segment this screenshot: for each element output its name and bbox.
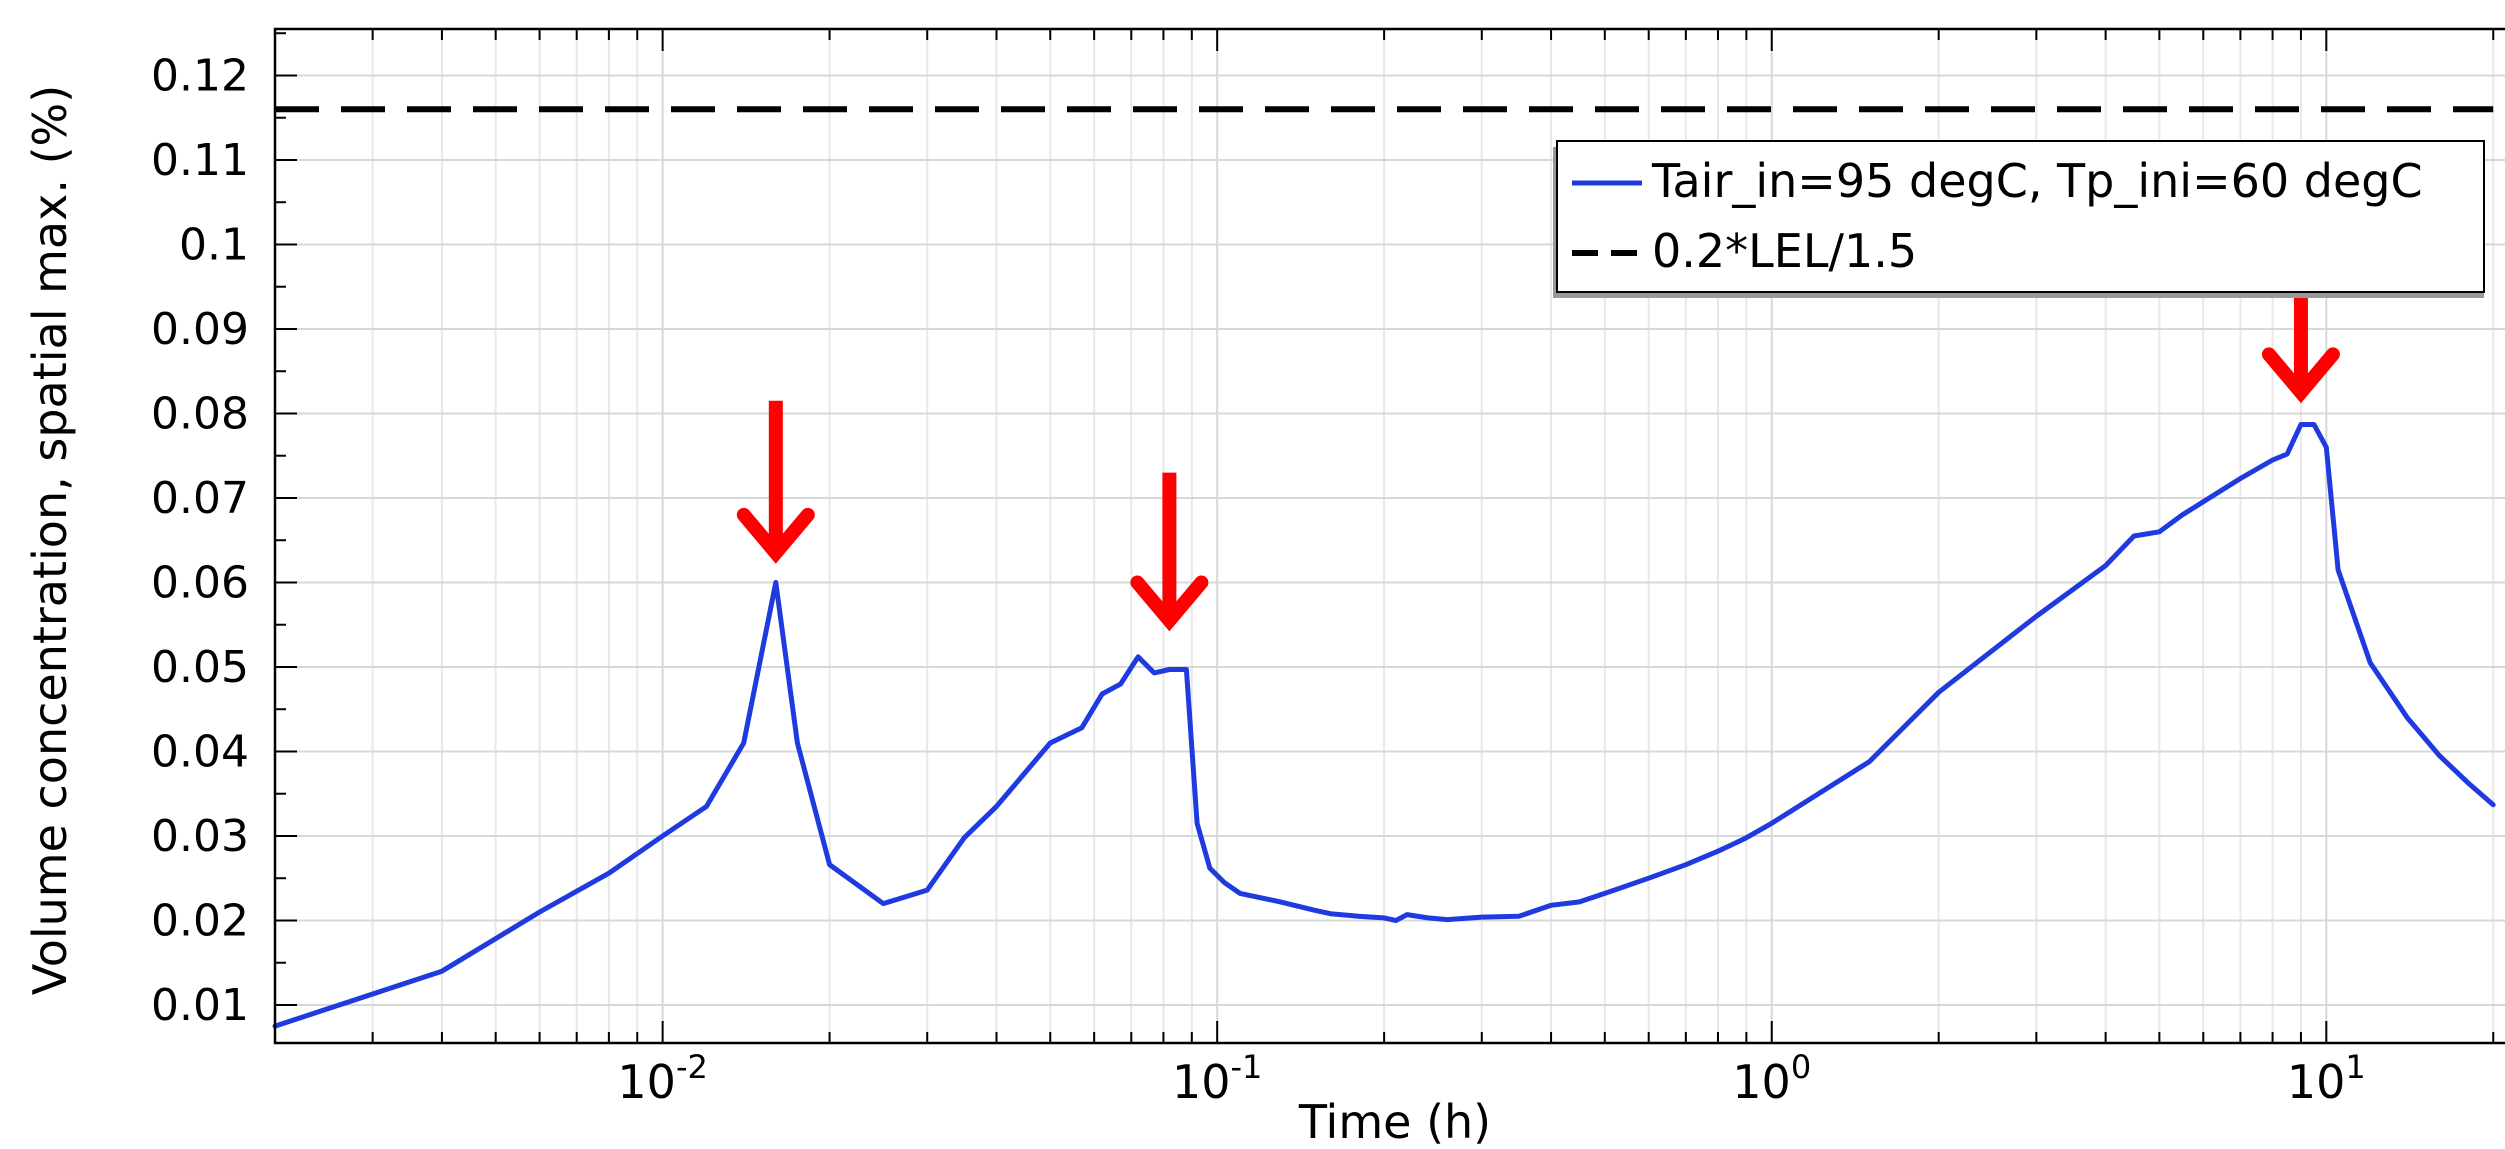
y-tick-label: 0.01 bbox=[151, 980, 249, 1031]
legend-label-series-2: 0.2*LEL/1.5 bbox=[1652, 224, 1917, 278]
y-tick-label: 0.1 bbox=[179, 219, 249, 270]
x-tick-label: 101 bbox=[2287, 1048, 2366, 1109]
y-tick-label: 0.08 bbox=[151, 388, 249, 439]
x-tick-label-exponent: -2 bbox=[676, 1048, 708, 1086]
arrow-head bbox=[1130, 575, 1209, 632]
grid-minor bbox=[274, 29, 2495, 1043]
series-layer bbox=[272, 106, 2496, 1029]
legend: Tair_in=95 degC, Tp_ini=60 degC 0.2*LEL/… bbox=[1553, 140, 2485, 298]
y-axis-label: Volume concentration, spatial max. (%) bbox=[23, 85, 77, 995]
y-tick-label: 0.12 bbox=[151, 50, 249, 101]
y-tick-label: 0.06 bbox=[151, 557, 249, 608]
arrow-annotations bbox=[736, 248, 2340, 632]
x-axis-label: Time (h) bbox=[1298, 1095, 1491, 1149]
x-tick-label-exponent: 1 bbox=[2345, 1048, 2365, 1086]
y-tick-label: 0.03 bbox=[151, 811, 249, 862]
x-tick-label-exponent: 0 bbox=[1791, 1048, 1811, 1086]
y-tick-label: 0.02 bbox=[151, 895, 249, 946]
x-tick-label-base: 10 bbox=[617, 1055, 676, 1109]
plot-area-frame bbox=[273, 27, 2505, 1045]
x-tick-label: 10-2 bbox=[617, 1048, 707, 1109]
series-line-1 bbox=[272, 422, 2496, 1029]
x-tick-label: 10-1 bbox=[1172, 1048, 1262, 1109]
y-tick-labels: 0.01 0.02 0.03 0.04 0.05 0.06 0.07 0.08 0.09 0.1 0… bbox=[151, 50, 249, 1031]
arrow-head bbox=[2261, 347, 2340, 404]
legend-box bbox=[1556, 140, 2485, 293]
y-tick-label: 0.04 bbox=[151, 726, 249, 777]
red-arrow-annotation bbox=[736, 400, 815, 564]
x-tick-label-exponent: -1 bbox=[1231, 1048, 1263, 1086]
arrow-head bbox=[736, 507, 815, 564]
y-tick-label: 0.05 bbox=[151, 642, 249, 693]
y-tick-label: 0.09 bbox=[151, 304, 249, 355]
axis-ticks bbox=[274, 29, 2495, 1043]
legend-label-series-1: Tair_in=95 degC, Tp_ini=60 degC bbox=[1651, 154, 2423, 208]
x-tick-label-base: 10 bbox=[1172, 1055, 1231, 1109]
x-tick-label-base: 10 bbox=[1732, 1055, 1791, 1109]
x-tick-labels: 10-2 10-1 100 101 bbox=[617, 1048, 2365, 1109]
y-tick-label: 0.11 bbox=[151, 135, 249, 186]
x-tick-label: 100 bbox=[1732, 1048, 1811, 1109]
y-tick-label: 0.07 bbox=[151, 473, 249, 524]
red-arrow-annotation bbox=[1130, 472, 1209, 632]
x-tick-label-base: 10 bbox=[2287, 1055, 2346, 1109]
